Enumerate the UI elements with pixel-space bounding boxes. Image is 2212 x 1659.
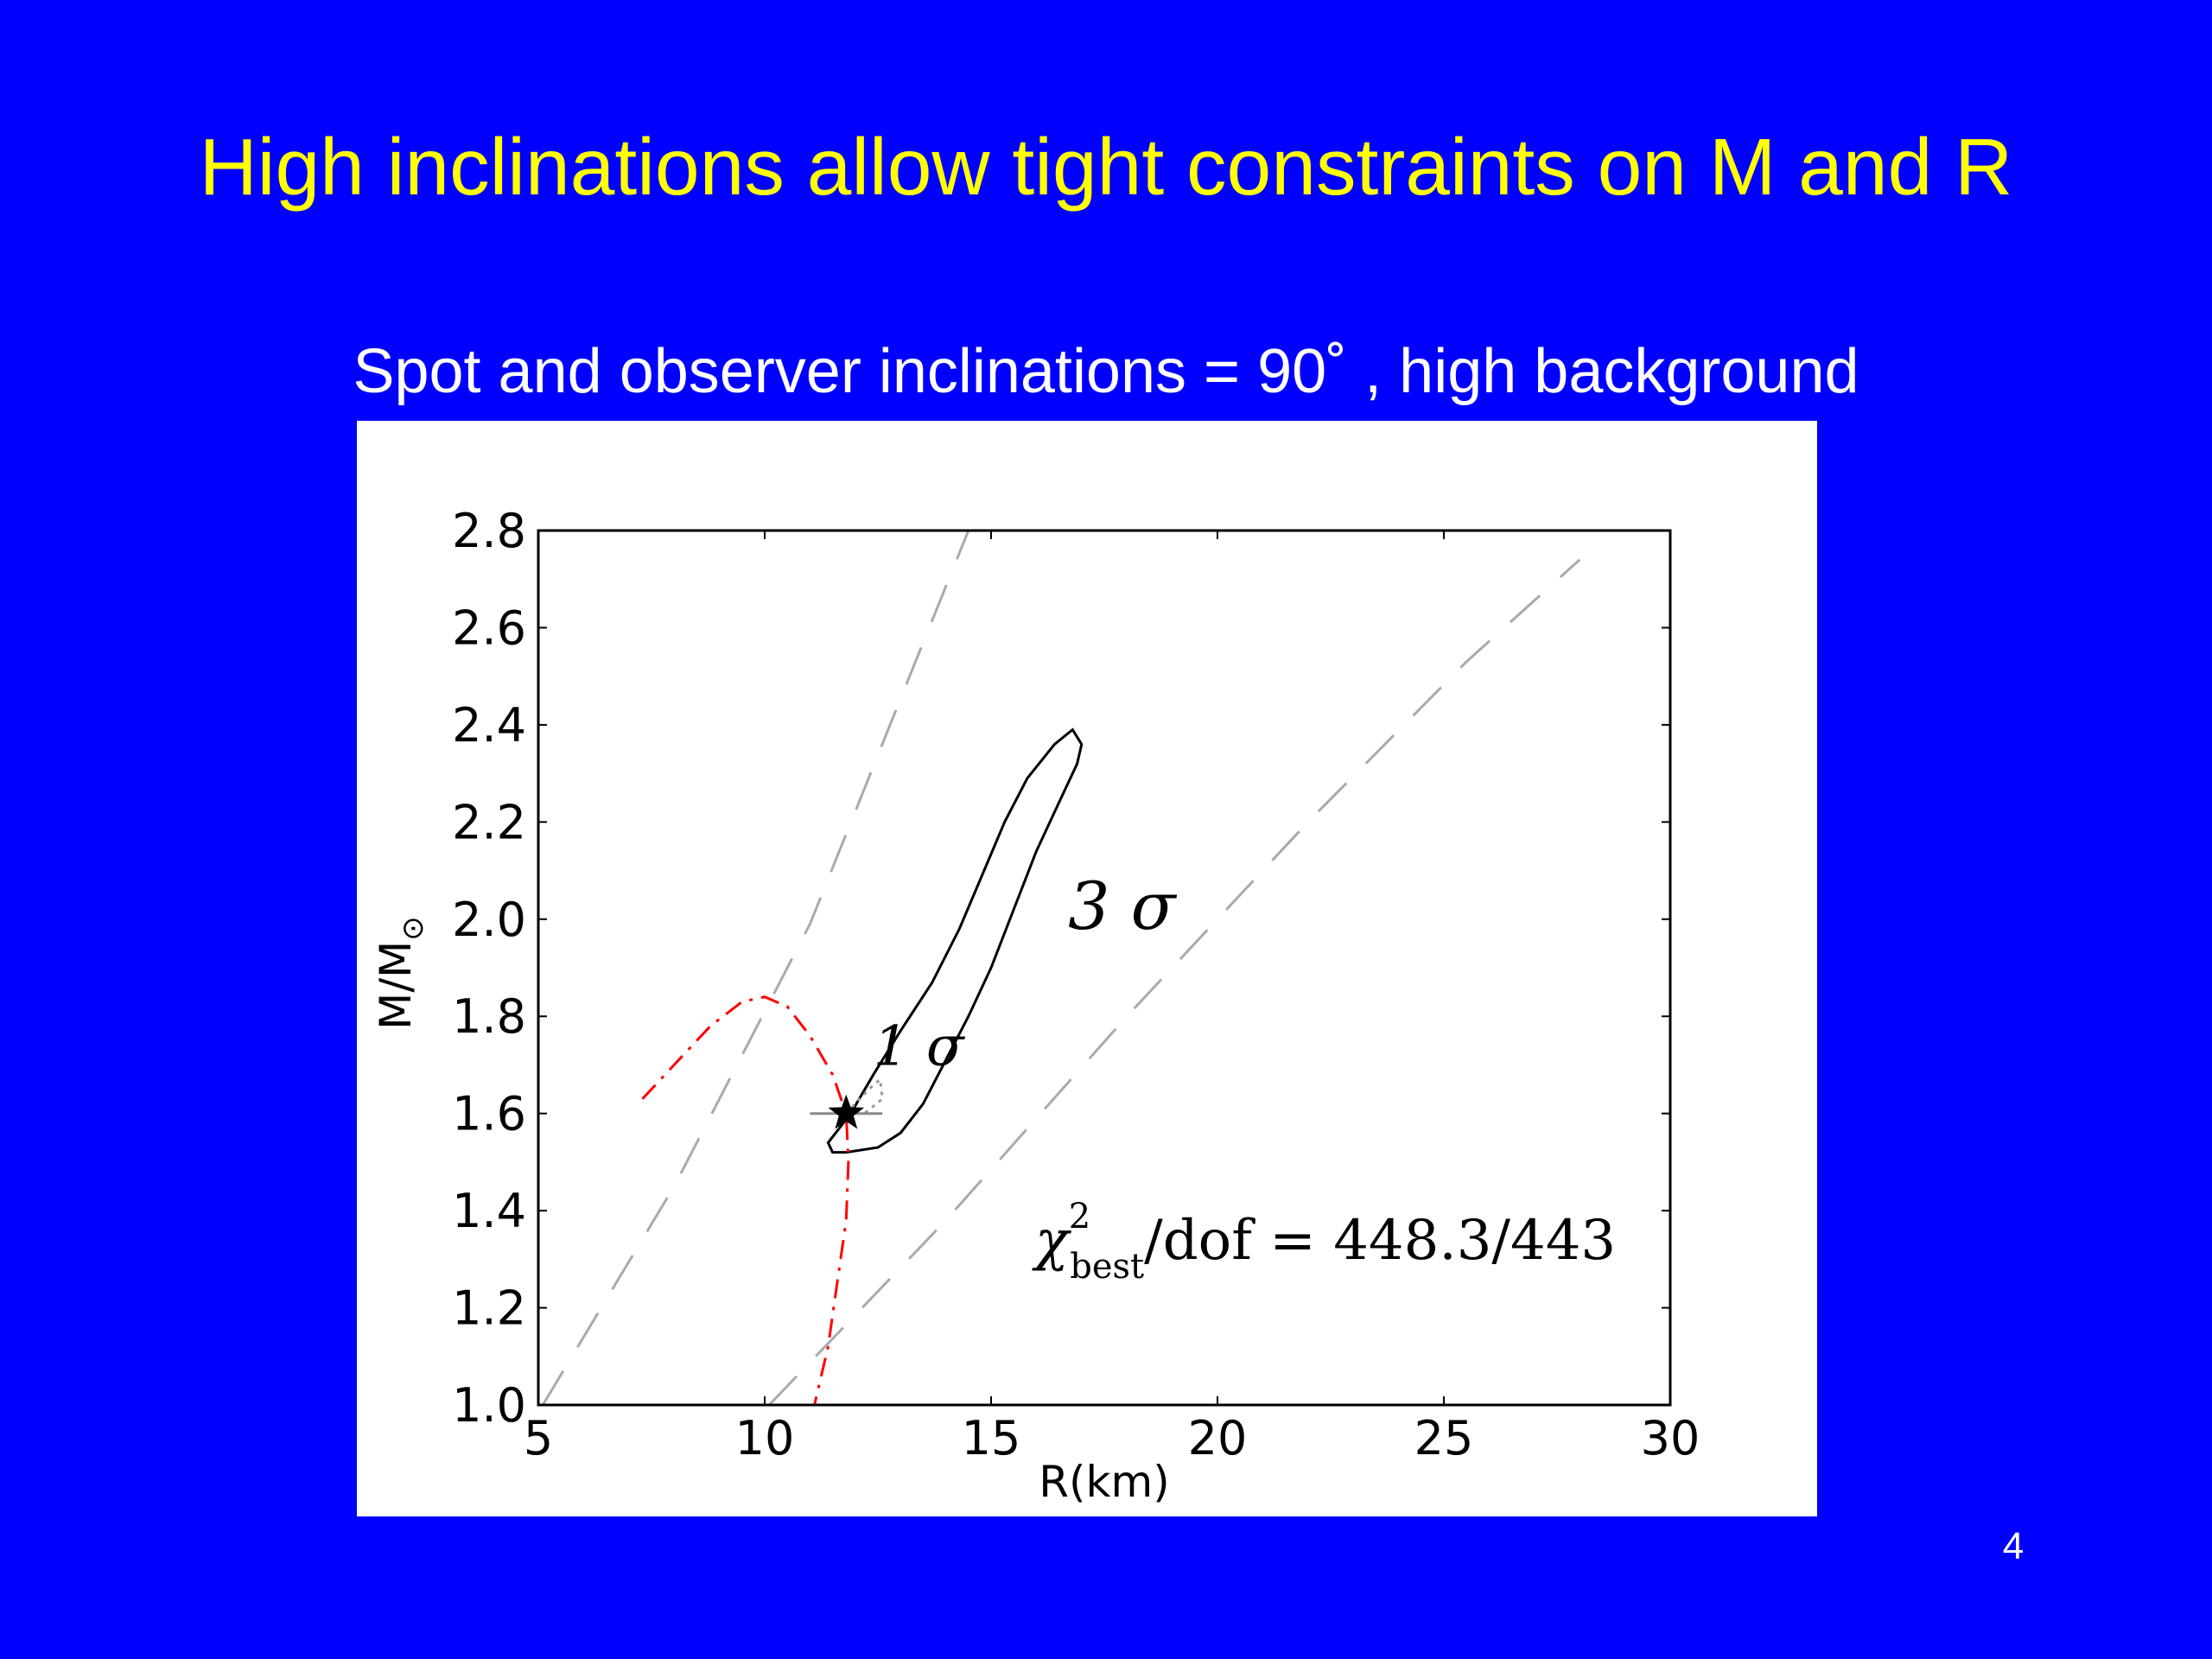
best-fit-star-marker [828, 1094, 865, 1129]
chi-subscript: best [1070, 1247, 1144, 1287]
y-tick-label: 2.0 [452, 893, 526, 947]
svg-text:M/M⊙: M/M⊙ [371, 916, 430, 1030]
curve-layer [541, 530, 1581, 1407]
plot-frame [537, 529, 1672, 1407]
tick-label-layer: 5 10 15 20 25 30 1.0 1.2 1.4 1.6 1.8 2.0 2.2 2.4 2.6 2.… [452, 504, 1700, 1465]
marker-layer [828, 1094, 865, 1129]
y-tick-label: 1.8 [452, 989, 526, 1044]
y-tick-label: 2.6 [452, 601, 526, 655]
annotation-1-sigma: 1 σ [874, 1014, 966, 1078]
solar-subscript: ⊙ [396, 916, 430, 941]
page-number: 4 [2002, 1525, 2024, 1567]
mass-radius-chart: 5 10 15 20 25 30 1.0 1.2 1.4 1.6 1.8 2.0 2.2 2.4 2.6 2.… [371, 504, 1700, 1507]
chi2-annotation: χ2 best/dof = 448.3/443 [1032, 1197, 1616, 1287]
chi-superscript: 2 [1069, 1197, 1090, 1236]
y-tick-label: 2.8 [452, 504, 526, 558]
chi-rest: /dof = 448.3/443 [1144, 1209, 1616, 1273]
x-tick-label: 15 [962, 1411, 1021, 1465]
y-tick-label: 1.4 [452, 1184, 526, 1238]
y-tick-label: 2.2 [452, 795, 526, 849]
tick-layer [537, 530, 1671, 1406]
y-axis-title: M/M⊙ [371, 916, 430, 1030]
slide-subtitle: Spot and observer inclinations = 90˚ , h… [353, 337, 1859, 406]
series-3-dashed-curve [541, 530, 970, 1406]
y-tick-label: 1.0 [452, 1378, 526, 1433]
y-tick-label: 1.2 [452, 1281, 526, 1336]
series-2-dashdot-curve [641, 995, 850, 1406]
x-tick-label: 20 [1188, 1411, 1248, 1465]
x-axis-title: R(km) [1039, 1457, 1169, 1507]
chi-symbol: χ [1032, 1209, 1071, 1273]
annotation-3-sigma: 3 σ [1068, 868, 1178, 944]
series-4-dashed-curve [768, 558, 1581, 1407]
x-tick-label: 25 [1414, 1411, 1474, 1465]
y-tick-label: 1.6 [452, 1087, 526, 1141]
slide-title: High inclinations allow tight constraint… [199, 122, 2013, 212]
x-tick-label: 5 [524, 1411, 553, 1465]
figure-panel: 5 10 15 20 25 30 1.0 1.2 1.4 1.6 1.8 2.0 2.2 2.4 2.6 2.… [357, 421, 1817, 1516]
series-0-solid-curve [826, 728, 1084, 1154]
x-tick-label: 30 [1641, 1411, 1700, 1465]
y-axis-label: M/M [371, 941, 421, 1030]
y-tick-label: 2.4 [452, 698, 526, 753]
x-tick-label: 10 [735, 1411, 795, 1465]
